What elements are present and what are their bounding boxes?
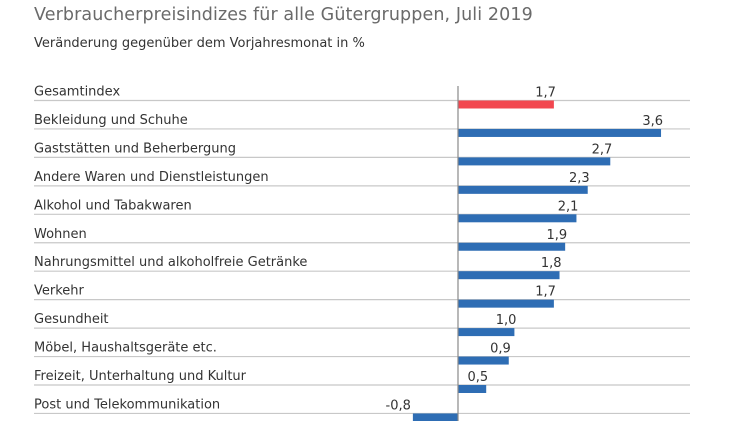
value-label: 1,0 xyxy=(496,313,517,328)
category-label: Post und Telekommunikation xyxy=(34,397,220,412)
bar xyxy=(458,128,662,137)
category-label: Gesamtindex xyxy=(34,85,120,100)
category-label: Freizeit, Unterhaltung und Kultur xyxy=(34,369,247,384)
value-label: 3,6 xyxy=(642,114,663,129)
value-label: 2,7 xyxy=(592,142,613,157)
chart-subtitle: Veränderung gegenüber dem Vorjahresmonat… xyxy=(34,36,365,51)
value-label: 1,7 xyxy=(535,86,556,101)
category-label: Verkehr xyxy=(34,284,85,299)
bar-highlight xyxy=(458,100,554,109)
bar xyxy=(458,185,588,194)
bar xyxy=(458,385,487,393)
value-label: 0,5 xyxy=(468,370,489,385)
category-label: Alkohol und Tabakwaren xyxy=(34,198,192,213)
bar xyxy=(458,328,515,337)
category-label: Wohnen xyxy=(34,227,87,242)
bar xyxy=(458,356,509,365)
value-label: 0,9 xyxy=(490,342,511,357)
bar xyxy=(458,242,566,251)
category-label: Nahrungsmittel und alkoholfreie Getränke xyxy=(34,255,307,270)
category-label: Andere Waren und Dienstleistungen xyxy=(34,170,269,185)
value-label: 1,7 xyxy=(535,285,556,300)
bar xyxy=(458,214,577,223)
value-label: 1,8 xyxy=(541,256,562,271)
category-label: Gesundheit xyxy=(34,312,109,327)
category-label: Bekleidung und Schuhe xyxy=(34,113,188,128)
bar xyxy=(458,157,611,166)
bar xyxy=(412,413,458,421)
bar xyxy=(458,299,554,308)
category-label: Möbel, Haushaltsgeräte etc. xyxy=(34,341,217,356)
value-label: -0,8 xyxy=(386,398,411,413)
chart-title: Verbraucherpreisindizes für alle Gütergr… xyxy=(34,5,533,25)
value-label: 2,1 xyxy=(558,199,579,214)
value-label: 1,9 xyxy=(546,228,567,243)
category-label: Gaststätten und Beherbergung xyxy=(34,141,236,156)
bar xyxy=(458,271,560,280)
value-label: 2,3 xyxy=(569,171,590,186)
